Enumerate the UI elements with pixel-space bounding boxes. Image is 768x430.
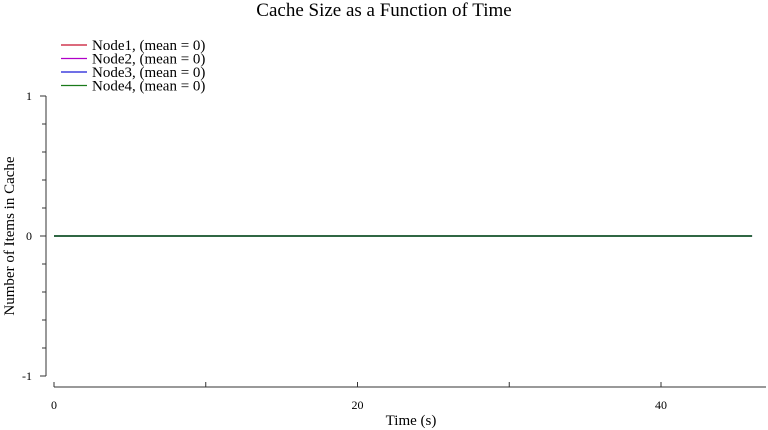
y-tick-label: -1: [22, 369, 32, 383]
x-tick-label: 20: [352, 398, 364, 412]
y-ticks: -1 0 1: [22, 89, 46, 383]
legend-label-4: Node4, (mean = 0): [92, 79, 205, 95]
y-tick-label: 1: [26, 89, 32, 103]
y-axis-label: Number of Items in Cache: [2, 156, 18, 315]
x-tick-label: 40: [655, 398, 667, 412]
y-axis: -1 0 1: [22, 89, 47, 383]
legend-label-3: Node3, (mean = 0): [92, 65, 205, 81]
x-axis: 0 20 40: [51, 382, 766, 412]
x-tick-label: 0: [51, 398, 57, 412]
legend: Node1, (mean = 0)Node2, (mean = 0)Node3,…: [61, 38, 205, 95]
legend-label-2: Node2, (mean = 0): [92, 52, 205, 68]
x-ticks: 0 20 40: [51, 382, 667, 412]
x-axis-label: Time (s): [386, 413, 437, 429]
chart-title: Cache Size as a Function of Time: [256, 0, 511, 21]
y-tick-label: 0: [26, 229, 32, 243]
legend-label-1: Node1, (mean = 0): [92, 38, 205, 54]
